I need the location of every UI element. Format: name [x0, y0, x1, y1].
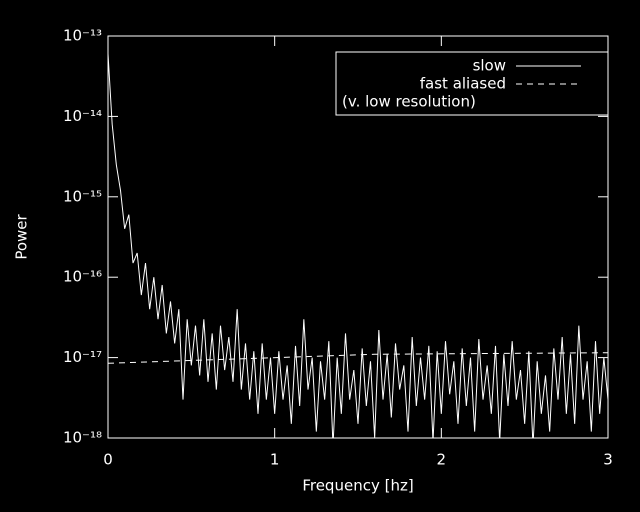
legend-label: fast aliased — [420, 75, 506, 93]
x-tick-label: 2 — [437, 451, 447, 469]
series-line — [108, 352, 608, 364]
x-tick-label: 0 — [103, 451, 113, 469]
y-tick-label: 10⁻¹⁷ — [63, 348, 102, 366]
x-tick-label: 1 — [270, 451, 280, 469]
x-axis-label: Frequency [hz] — [302, 477, 413, 495]
y-tick-label: 10⁻¹⁴ — [63, 107, 102, 125]
plot-area — [108, 53, 608, 438]
x-tick-label: 3 — [603, 451, 613, 469]
y-tick-label: 10⁻¹⁶ — [63, 268, 102, 286]
y-axis-label: Power — [13, 213, 31, 259]
y-tick-label: 10⁻¹³ — [63, 27, 102, 45]
plot-frame — [107, 35, 609, 439]
legend-note: (v. low resolution) — [342, 93, 476, 111]
y-tick-label: 10⁻¹⁵ — [63, 187, 102, 205]
y-tick-label: 10⁻¹⁸ — [63, 429, 102, 447]
legend-label: slow — [473, 57, 506, 75]
series-line — [108, 53, 608, 438]
